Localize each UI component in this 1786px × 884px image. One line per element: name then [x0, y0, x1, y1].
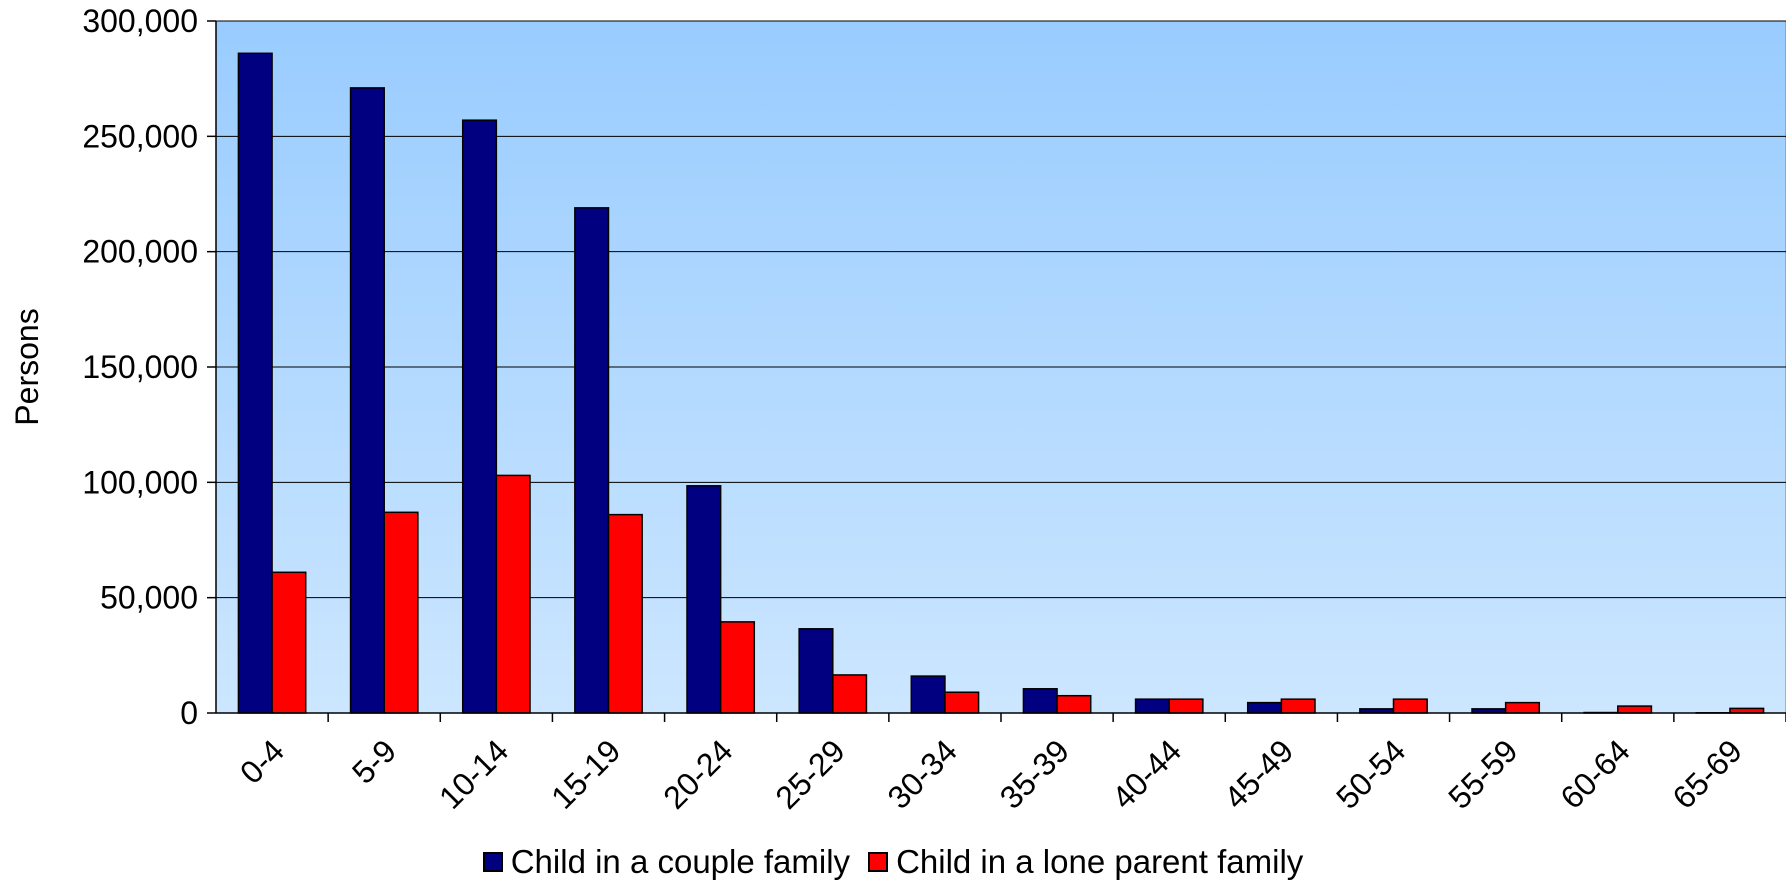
x-tick-label: 40-44	[1105, 732, 1188, 815]
x-tick-label: 0-4	[233, 732, 291, 790]
bar-lone-parent-0-4	[271, 571, 307, 714]
x-tick-label: 15-19	[544, 732, 627, 815]
bar-couple-25-29	[798, 628, 834, 714]
bar-lone-parent-55-59	[1504, 701, 1541, 714]
y-tick-label: 0	[180, 695, 198, 731]
y-tick-label: 50,000	[100, 580, 198, 616]
x-tick-label: 45-49	[1217, 732, 1300, 815]
axes	[207, 20, 1786, 722]
bar-couple-45-49	[1246, 701, 1283, 714]
bar-couple-5-9	[349, 87, 385, 714]
bar-couple-0-4	[237, 52, 273, 714]
bar-lone-parent-45-49	[1280, 698, 1316, 714]
legend-item-lone-parent: Child in a lone parent family	[868, 843, 1303, 881]
x-tick-label: 35-39	[993, 732, 1076, 815]
x-tick-labels: 0-4 5-9 10-14 15-19 20-24 25-29 30-34 35-39 40-4…	[233, 732, 1749, 815]
bar-lone-parent-10-14	[495, 474, 531, 714]
x-tick-label: 65-69	[1666, 732, 1749, 815]
legend: Child in a couple family Child in a lone…	[0, 840, 1786, 884]
x-tick-label: 10-14	[432, 732, 515, 815]
x-tick-label: 50-54	[1329, 732, 1412, 815]
legend-item-couple: Child in a couple family	[482, 843, 851, 881]
bar-couple-10-14	[461, 119, 498, 714]
y-tick-label: 100,000	[82, 464, 198, 500]
bar-lone-parent-50-54	[1392, 698, 1428, 714]
bar-couple-35-39	[1022, 688, 1058, 714]
bar-lone-parent-5-9	[383, 511, 419, 714]
y-tick-label: 150,000	[82, 349, 198, 385]
y-tick-label: 300,000	[82, 3, 198, 39]
x-tick-label: 60-64	[1553, 732, 1636, 815]
bar-lone-parent-25-29	[832, 674, 868, 714]
x-tick-label: 30-34	[881, 732, 964, 815]
legend-swatch-lone-parent	[868, 852, 889, 872]
bar-chart: 0 50,000 100,000 150,000 200,000 250,000 300,0…	[9, 3, 1786, 816]
y-tick-label: 250,000	[82, 118, 198, 154]
y-tick-label: 200,000	[82, 234, 198, 270]
x-tick-label: 20-24	[656, 732, 739, 815]
bar-lone-parent-30-34	[944, 691, 980, 714]
y-axis-label: Persons	[9, 308, 45, 425]
bar-couple-20-24	[686, 485, 722, 714]
bar-lone-parent-60-64	[1617, 705, 1653, 714]
bar-couple-30-34	[910, 675, 946, 714]
bar-couple-40-44	[1134, 698, 1170, 714]
x-tick-label: 5-9	[345, 732, 403, 790]
bar-couple-15-19	[574, 207, 610, 714]
bar-lone-parent-35-39	[1056, 694, 1092, 714]
bar-lone-parent-15-19	[607, 513, 643, 714]
x-tick-label: 55-59	[1441, 732, 1524, 815]
x-tick-label: 25-29	[768, 732, 851, 815]
bar-lone-parent-20-24	[719, 621, 756, 714]
bar-lone-parent-40-44	[1168, 698, 1204, 714]
legend-swatch-couple	[482, 852, 503, 872]
legend-label-lone-parent: Child in a lone parent family	[896, 843, 1304, 880]
legend-label-couple: Child in a couple family	[510, 843, 851, 880]
y-tick-labels: 0 50,000 100,000 150,000 200,000 250,000 300,0…	[82, 3, 198, 731]
